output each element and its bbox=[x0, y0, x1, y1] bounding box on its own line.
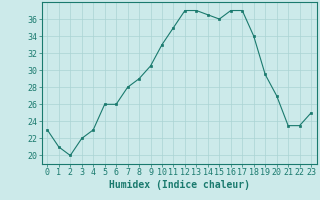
X-axis label: Humidex (Indice chaleur): Humidex (Indice chaleur) bbox=[109, 180, 250, 190]
